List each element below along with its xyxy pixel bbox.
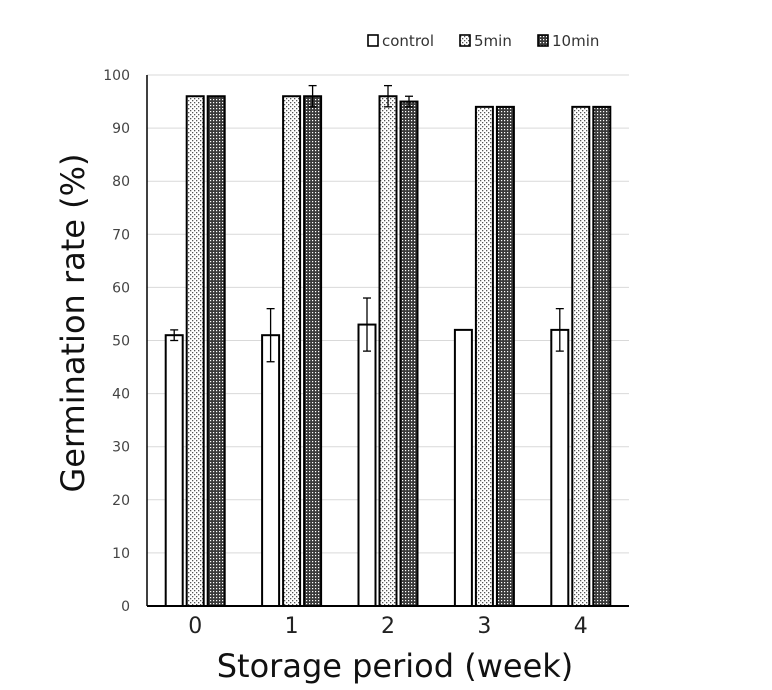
y-tick-label: 40: [112, 387, 130, 403]
legend-label-5min: 5min: [474, 32, 512, 50]
legend-label-control: control: [382, 32, 434, 50]
y-tick-label: 10: [112, 546, 130, 562]
bar-5min-4: [571, 105, 591, 608]
legend-swatch-5min: [459, 34, 471, 47]
bar-5min-2: [378, 95, 398, 608]
legend-swatch-control: [367, 34, 379, 47]
y-tick-label: 50: [112, 334, 130, 350]
bar-control-4: [550, 328, 570, 607]
x-tick-label: 4: [574, 614, 588, 639]
bar-control-1: [261, 334, 281, 607]
axes: [146, 75, 629, 607]
bar-5min-0: [185, 95, 205, 608]
y-axis-ticks: 0 10 20 30 40 50 60 70 80 90 100: [103, 68, 130, 615]
bar-control-2: [357, 323, 377, 607]
x-tick-label: 1: [285, 614, 299, 639]
x-axis-title: Storage period (week): [217, 647, 574, 685]
x-tick-label: 3: [477, 614, 491, 639]
bar-control-0: [164, 334, 184, 607]
x-axis-ticks: 0 1 2 3 4: [188, 614, 588, 639]
y-tick-label: 70: [112, 227, 130, 243]
y-tick-label: 90: [112, 121, 130, 137]
bar-10min-0: [206, 95, 226, 608]
y-tick-label: 0: [121, 599, 130, 615]
bar-10min-4: [592, 105, 612, 608]
y-tick-label: 30: [112, 440, 130, 456]
bar-5min-3: [474, 105, 494, 608]
bar-10min-2: [399, 100, 419, 608]
y-tick-label: 100: [103, 68, 130, 84]
bar-10min-1: [303, 95, 323, 608]
y-tick-label: 20: [112, 493, 130, 509]
legend: control 5min 10min: [367, 32, 599, 50]
error-bars: [170, 84, 564, 363]
y-tick-label: 80: [112, 174, 130, 190]
y-axis-title: Germination rate (%): [54, 153, 92, 492]
bar-10min-3: [495, 105, 515, 608]
bar-control-3: [453, 328, 473, 607]
x-tick-label: 0: [188, 614, 202, 639]
legend-label-10min: 10min: [552, 32, 599, 50]
bars: [164, 95, 612, 608]
y-tick-label: 60: [112, 280, 130, 296]
x-tick-label: 2: [381, 614, 395, 639]
legend-swatch-10min: [537, 34, 549, 47]
bar-5min-1: [282, 95, 302, 608]
